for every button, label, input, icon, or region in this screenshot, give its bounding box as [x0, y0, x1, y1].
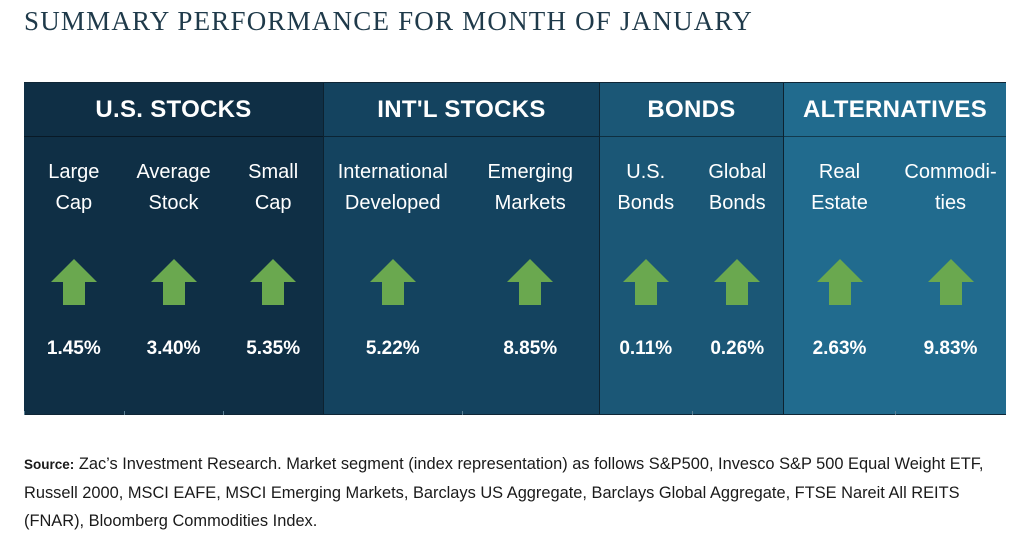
up-arrow-icon: [250, 259, 297, 305]
return-value: 3.40%: [146, 338, 201, 359]
up-arrow-icon: [714, 259, 761, 305]
return-value: 0.26%: [710, 338, 765, 359]
column-us-bonds: U.S. Bonds 0.11%: [600, 137, 692, 414]
tick-mark: [461, 411, 463, 415]
column-international-developed: International Developed 5.22%: [324, 137, 462, 414]
tick-mark: [895, 411, 896, 415]
column-real-estate: Real Estate 2.63%: [784, 137, 895, 414]
column-label: International Developed: [337, 161, 448, 214]
up-arrow-icon: [50, 259, 97, 305]
up-arrow-icon: [150, 259, 197, 305]
source-note: Source: Zac’s Investment Research. Marke…: [24, 450, 1009, 535]
column-label: Large Cap: [48, 161, 100, 214]
group-header-us-stocks: U.S. STOCKS: [24, 83, 323, 137]
up-arrow-icon: [927, 259, 974, 305]
group-alternatives: ALTERNATIVES Real Estate 2.63% Commodi- …: [784, 83, 1006, 415]
column-label: Commodi- ties: [904, 161, 997, 214]
up-arrow-icon: [369, 259, 416, 305]
column-large-cap: Large Cap 1.45%: [24, 137, 124, 415]
return-value: 2.63%: [812, 338, 867, 359]
return-value: 9.83%: [923, 338, 978, 359]
return-value: 0.11%: [619, 338, 673, 359]
group-intl-stocks: INT'L STOCKS International Developed 5.2…: [324, 83, 600, 415]
group-header-alternatives: ALTERNATIVES: [784, 83, 1006, 137]
source-text: Zac’s Investment Research. Market segmen…: [24, 455, 984, 530]
group-header-bonds: BONDS: [600, 83, 783, 137]
column-label: Emerging Markets: [487, 161, 574, 214]
tick-mark: [123, 411, 125, 415]
column-global-bonds: Global Bonds 0.26%: [691, 137, 784, 415]
return-value: 1.45%: [46, 338, 101, 359]
column-average-stock: Average Stock 3.40%: [123, 137, 224, 415]
group-bonds: BONDS U.S. Bonds 0.11% Global Bonds 0.26…: [600, 83, 784, 415]
column-commodities: Commodi- ties 9.83%: [895, 137, 1006, 415]
return-value: 8.85%: [503, 338, 558, 359]
column-label: Real Estate: [811, 161, 868, 214]
column-small-cap: Small Cap 5.35%: [223, 137, 323, 415]
column-label: Global Bonds: [708, 161, 767, 214]
page-title: SUMMARY PERFORMANCE FOR MONTH OF JANUARY: [24, 6, 753, 36]
up-arrow-icon: [622, 259, 669, 305]
tick-mark: [223, 411, 225, 415]
column-label: Average Stock: [136, 161, 211, 214]
performance-panel: U.S. STOCKS Large Cap 1.45% Average Stoc…: [24, 82, 1006, 415]
tick-mark: [691, 411, 693, 415]
up-arrow-icon: [507, 259, 554, 305]
return-value: 5.22%: [365, 338, 420, 359]
source-label: Source:: [24, 457, 75, 472]
group-header-intl-stocks: INT'L STOCKS: [324, 83, 599, 137]
column-label: U.S. Bonds: [617, 161, 675, 214]
return-value: 5.35%: [246, 338, 301, 359]
column-emerging-markets: Emerging Markets 8.85%: [461, 137, 600, 415]
tick-mark: [24, 411, 25, 415]
column-label: Small Cap: [248, 161, 299, 214]
up-arrow-icon: [816, 259, 863, 305]
group-us-stocks: U.S. STOCKS Large Cap 1.45% Average Stoc…: [24, 83, 324, 415]
